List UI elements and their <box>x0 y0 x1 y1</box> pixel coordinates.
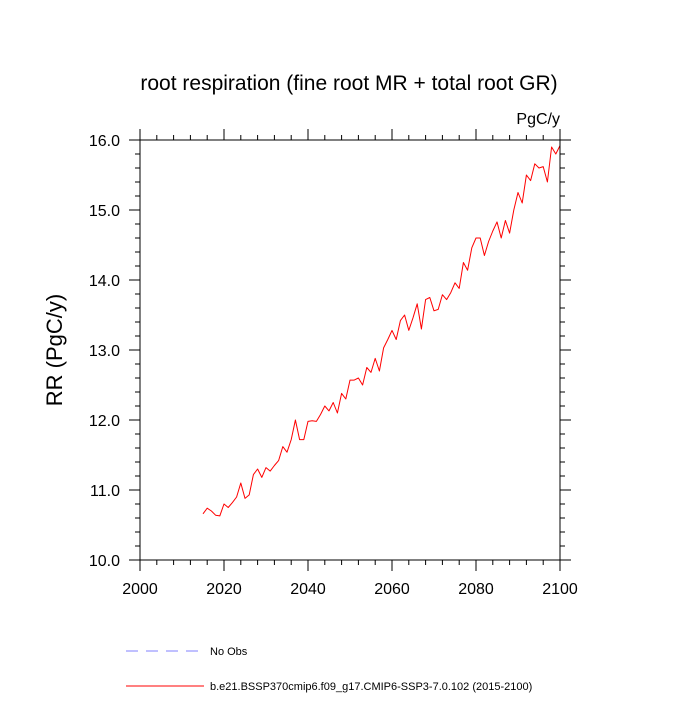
x-tick-label: 2060 <box>374 581 410 598</box>
y-tick-label: 15.0 <box>89 203 120 220</box>
y-tick-label: 11.0 <box>90 483 120 500</box>
data-series <box>202 145 561 517</box>
legend-label-no-obs: No Obs <box>210 646 248 658</box>
legend-label-model: b.e21.BSSP370cmip6.f09_g17.CMIP6-SSP3-7.… <box>210 681 532 693</box>
axis-tick-labels: 2000 2020 2040 2060 2080 2100 10.0 11.0 12.0 13.0… <box>89 133 578 598</box>
y-axis-label: RR (PgC/y) <box>42 294 67 406</box>
series-line <box>202 145 561 517</box>
x-tick-label: 2000 <box>122 581 158 598</box>
x-tick-label: 2040 <box>290 581 326 598</box>
x-tick-label: 2100 <box>542 581 578 598</box>
y-tick-label: 14.0 <box>89 273 120 290</box>
y-tick-label: 16.0 <box>89 133 120 150</box>
x-tick-label: 2080 <box>458 581 494 598</box>
y-tick-label: 13.0 <box>89 343 120 360</box>
chart-title: root respiration (fine root MR + total r… <box>140 72 557 95</box>
plot-frame <box>139 139 561 561</box>
x-tick-label: 2020 <box>206 581 242 598</box>
y-tick-label: 12.0 <box>89 413 120 430</box>
axis-ticks <box>129 129 571 571</box>
y-tick-label: 10.0 <box>89 553 120 570</box>
legend: No Obs b.e21.BSSP370cmip6.f09_g17.CMIP6-… <box>126 646 532 693</box>
units-label: PgC/y <box>516 111 560 128</box>
